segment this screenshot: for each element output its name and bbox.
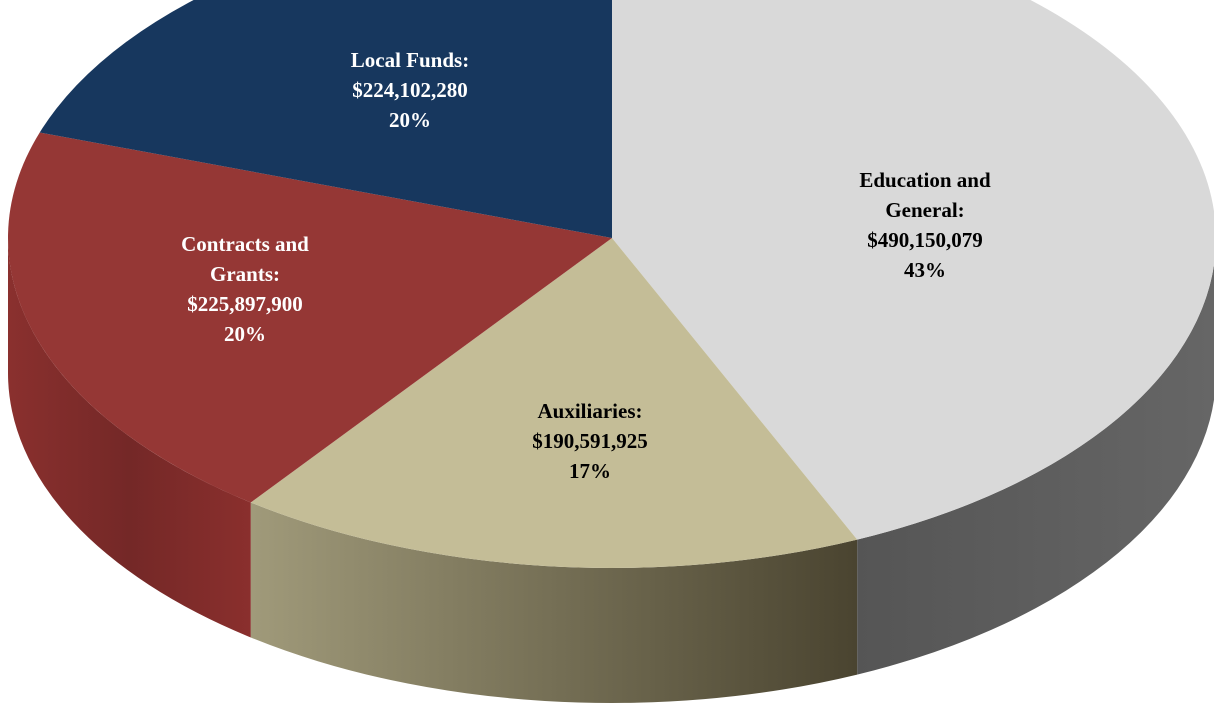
slice-2-side bbox=[250, 502, 858, 703]
slice-4-label-percent: 20% bbox=[389, 108, 431, 132]
slice-3-label-value: $225,897,900 bbox=[187, 292, 303, 316]
slice-1-label-value: $490,150,079 bbox=[867, 228, 983, 252]
slice-4-label-value: $224,102,280 bbox=[352, 78, 468, 102]
slice-1-label-name: Education and bbox=[859, 168, 991, 192]
slice-2-wedge bbox=[250, 238, 858, 568]
slice-3-label-name: Contracts and bbox=[181, 232, 309, 256]
slice-3-label-name-2: Grants: bbox=[210, 262, 280, 286]
slice-1-label-name-2: General: bbox=[885, 198, 964, 222]
slice-2-label-percent: 17% bbox=[569, 459, 611, 483]
slice-2-label-name: Auxiliaries: bbox=[538, 399, 643, 423]
slice-1-side bbox=[857, 264, 1214, 675]
slice-2-label-value: $190,591,925 bbox=[532, 429, 648, 453]
slice-4-wedge bbox=[39, 0, 612, 238]
slice-3-wedge bbox=[8, 132, 613, 503]
slice-3-side bbox=[8, 238, 251, 638]
slice-1-wedge bbox=[612, 0, 1214, 540]
slice-4-label-name: Local Funds: bbox=[351, 48, 469, 72]
slice-1-label-percent: 43% bbox=[904, 258, 946, 282]
slice-3-label-percent: 20% bbox=[224, 322, 266, 346]
